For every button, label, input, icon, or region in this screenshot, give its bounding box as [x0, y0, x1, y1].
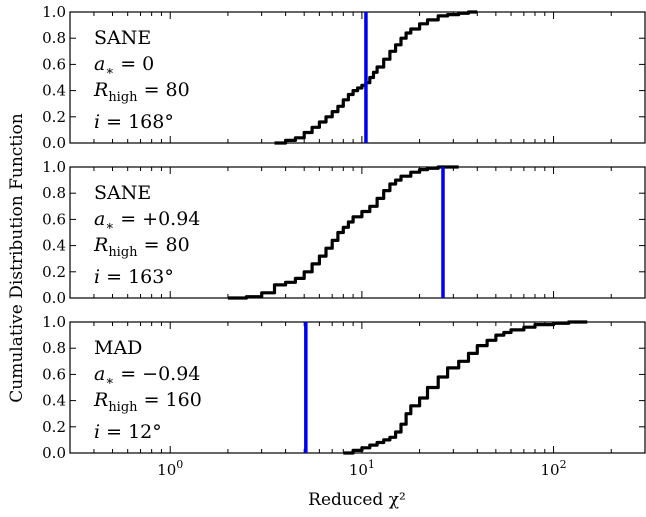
x-axis-label-text: Reduced χ²	[308, 490, 406, 510]
y-tick-label: 0.6	[42, 55, 66, 73]
model-label: SANE	[94, 182, 151, 204]
inclination-label: i = 12°	[94, 421, 162, 443]
plot-frame	[69, 11, 646, 144]
y-tick-label: 0.4	[42, 237, 66, 255]
y-tick-label: 0.2	[42, 263, 66, 281]
x-tick-label: 100	[157, 458, 183, 479]
inclination-label: i = 163°	[94, 266, 174, 288]
rhigh-label: Rhigh = 80	[93, 234, 190, 260]
y-tick-label: 0.6	[42, 210, 66, 228]
rhigh-label: Rhigh = 80	[93, 79, 190, 105]
y-tick-label: 0.4	[42, 82, 66, 100]
y-tick-label: 0.8	[42, 184, 66, 202]
model-label: SANE	[94, 27, 151, 49]
x-tick-label: 102	[541, 458, 567, 479]
y-tick-label: 1.0	[42, 158, 66, 176]
cdf-curve	[227, 165, 459, 300]
y-tick-label: 0.6	[42, 365, 66, 383]
y-axis-label: Cumulative Distribution Function	[7, 113, 27, 403]
plot-frame	[69, 166, 646, 299]
rhigh-label: Rhigh = 160	[93, 389, 202, 415]
y-tick-label: 0.0	[42, 289, 66, 307]
spin-label: a∗ = −0.94	[94, 363, 200, 389]
cdf-curve	[274, 10, 478, 145]
y-tick-label: 0.0	[42, 134, 66, 152]
spin-label: a∗ = +0.94	[94, 208, 200, 234]
cdf-curve	[343, 320, 588, 455]
plot-frame	[69, 321, 646, 454]
x-tick-label: 101	[349, 458, 375, 479]
y-tick-label: 0.2	[42, 418, 66, 436]
inclination-label: i = 168°	[94, 111, 174, 133]
y-tick-label: 0.2	[42, 108, 66, 126]
spin-label: a∗ = 0	[94, 53, 154, 79]
y-tick-label: 0.8	[42, 29, 66, 47]
y-tick-label: 1.0	[42, 3, 66, 21]
y-tick-label: 0.0	[42, 444, 66, 462]
x-tick-labels: 100 101 102	[157, 458, 566, 479]
y-tick-label: 0.4	[42, 392, 66, 410]
model-label: MAD	[94, 337, 142, 359]
y-tick-label: 0.8	[42, 339, 66, 357]
y-tick-label: 1.0	[42, 313, 66, 331]
x-axis-label: Reduced χ²	[308, 490, 406, 510]
